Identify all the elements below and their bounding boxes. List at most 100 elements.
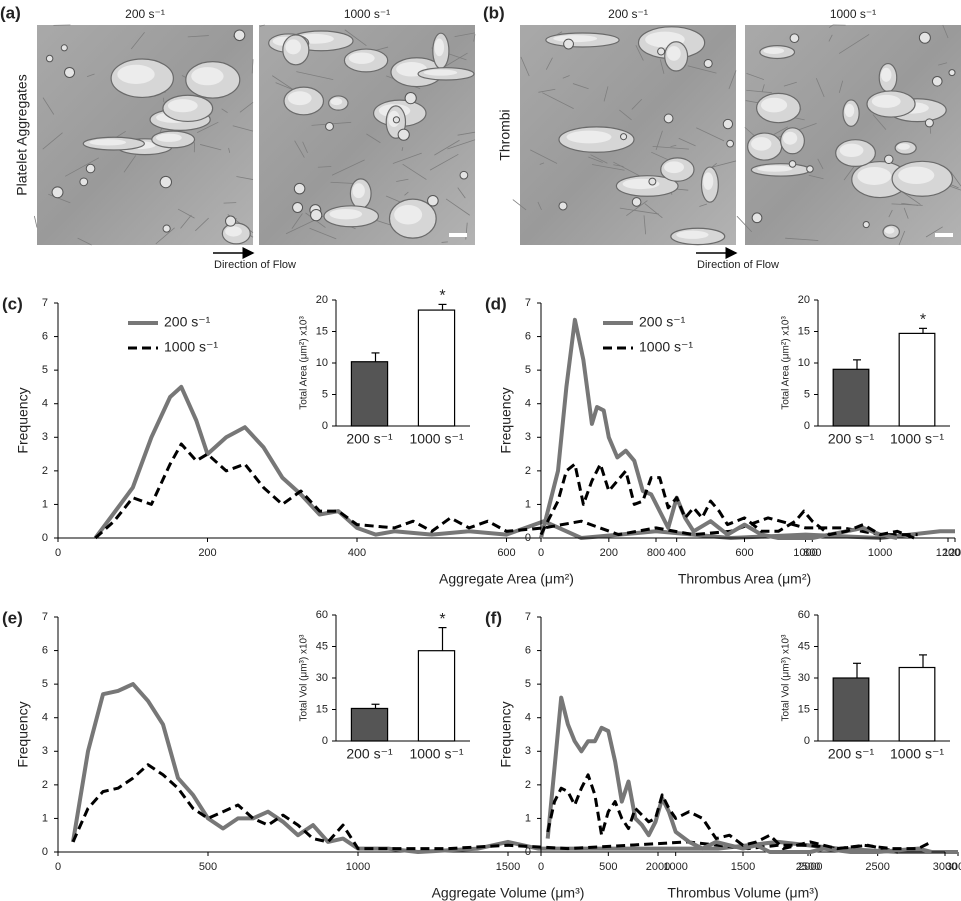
inset-y-tick-label: 0 bbox=[322, 420, 328, 432]
cell bbox=[558, 201, 568, 211]
y-tick-label: 5 bbox=[42, 678, 48, 690]
x-axis-label: Aggregate Area (μm²) bbox=[439, 571, 574, 587]
significance-mark: * bbox=[920, 312, 926, 329]
fiber bbox=[808, 174, 824, 180]
fiber bbox=[291, 213, 303, 229]
legend-label: 200 s⁻¹ bbox=[164, 314, 211, 330]
bar bbox=[417, 309, 456, 427]
column-title: 200 s⁻¹ bbox=[125, 7, 165, 21]
aggregate-highlight bbox=[191, 67, 224, 86]
fiber bbox=[626, 200, 648, 217]
fiber bbox=[687, 65, 717, 74]
y-axis-label: Frequency bbox=[498, 387, 514, 453]
aggregate-highlight bbox=[676, 230, 709, 239]
column-title: 1000 s⁻¹ bbox=[344, 7, 390, 21]
cell bbox=[292, 202, 304, 213]
cell bbox=[459, 170, 469, 180]
cell bbox=[931, 75, 943, 87]
fiber bbox=[401, 147, 404, 151]
cell bbox=[620, 133, 628, 141]
aggregate-highlight bbox=[287, 91, 312, 106]
scale-bar bbox=[449, 233, 467, 237]
y-tick-label: 0 bbox=[42, 532, 48, 544]
fiber bbox=[309, 227, 337, 240]
inset-y-tick-label: 0 bbox=[804, 420, 810, 432]
cell bbox=[648, 177, 657, 186]
cell bbox=[884, 154, 894, 165]
fiber bbox=[838, 34, 870, 54]
cell bbox=[663, 113, 674, 124]
inset-category-label: 1000 s⁻¹ bbox=[890, 431, 944, 447]
column-title: 200 s⁻¹ bbox=[608, 7, 648, 21]
inset-y-axis-label: Total Area (μm²) x10³ bbox=[781, 316, 792, 410]
aggregate-highlight bbox=[703, 172, 714, 190]
fiber bbox=[199, 144, 222, 151]
y-axis-label: Frequency bbox=[15, 387, 31, 453]
cell bbox=[703, 58, 713, 69]
fiber bbox=[562, 75, 570, 79]
x-tick-label: 0 bbox=[538, 547, 544, 559]
inset-y-tick-label: 45 bbox=[316, 640, 328, 652]
fiber bbox=[888, 209, 893, 218]
bar bbox=[832, 368, 870, 427]
x-tick-label: 800 bbox=[803, 547, 821, 559]
y-tick-label: 3 bbox=[42, 745, 48, 757]
y-tick-label: 6 bbox=[525, 330, 531, 342]
y-tick-label: 4 bbox=[42, 398, 48, 410]
fiber bbox=[196, 121, 219, 134]
fiber bbox=[232, 125, 254, 132]
fiber bbox=[950, 171, 961, 187]
fiber bbox=[545, 57, 553, 70]
cell bbox=[751, 212, 763, 224]
fiber bbox=[746, 89, 772, 94]
inset-y-tick-label: 45 bbox=[798, 640, 810, 652]
aggregate-highlight bbox=[285, 39, 302, 55]
micrograph-bg bbox=[37, 25, 253, 245]
fiber bbox=[402, 163, 427, 180]
y-tick-label: 4 bbox=[525, 398, 531, 410]
aggregate-highlight bbox=[394, 204, 423, 225]
aggregate-highlight bbox=[225, 226, 242, 237]
panel-label: (d) bbox=[485, 294, 507, 313]
x-tick-label: 1000 bbox=[793, 547, 817, 559]
bar bbox=[898, 666, 936, 742]
x-axis-label: Thrombus Volume (μm³) bbox=[667, 885, 818, 901]
x-axis-label: Aggregate Volume (μm³) bbox=[432, 885, 585, 901]
fiber bbox=[631, 98, 643, 110]
x-tick-label: 1500 bbox=[496, 861, 520, 873]
aggregate-highlight bbox=[156, 133, 182, 142]
fiber bbox=[761, 84, 765, 92]
bar bbox=[417, 650, 456, 742]
fiber bbox=[828, 34, 833, 42]
x-tick-label: 1000 bbox=[663, 861, 687, 873]
panel-label: (b) bbox=[483, 3, 505, 22]
cell bbox=[60, 44, 68, 52]
panel-label: (e) bbox=[2, 608, 23, 627]
aggregate-highlight bbox=[89, 139, 127, 146]
y-tick-label: 5 bbox=[525, 364, 531, 376]
fiber bbox=[236, 176, 254, 180]
fiber bbox=[619, 109, 632, 121]
fiber bbox=[644, 203, 663, 219]
y-tick-label: 1 bbox=[525, 812, 531, 824]
fiber bbox=[441, 241, 448, 243]
fiber bbox=[572, 83, 589, 90]
y-tick-label: 6 bbox=[42, 330, 48, 342]
fiber bbox=[65, 157, 100, 177]
fiber bbox=[42, 132, 63, 150]
aggregate-highlight bbox=[898, 166, 935, 185]
fiber bbox=[512, 199, 527, 211]
x-tick-label: 2000 bbox=[798, 861, 822, 873]
aggregate-highlight bbox=[857, 166, 892, 185]
y-tick-label: 3 bbox=[525, 745, 531, 757]
y-tick-label: 5 bbox=[525, 678, 531, 690]
x-tick-label: 500 bbox=[199, 861, 217, 873]
cell bbox=[225, 215, 237, 227]
significance-mark: * bbox=[439, 288, 445, 305]
cell bbox=[293, 182, 306, 195]
fiber bbox=[42, 97, 55, 115]
inset-category-label: 200 s⁻¹ bbox=[346, 746, 393, 762]
x-tick-label: 1200 bbox=[943, 547, 961, 559]
cell bbox=[45, 54, 54, 63]
